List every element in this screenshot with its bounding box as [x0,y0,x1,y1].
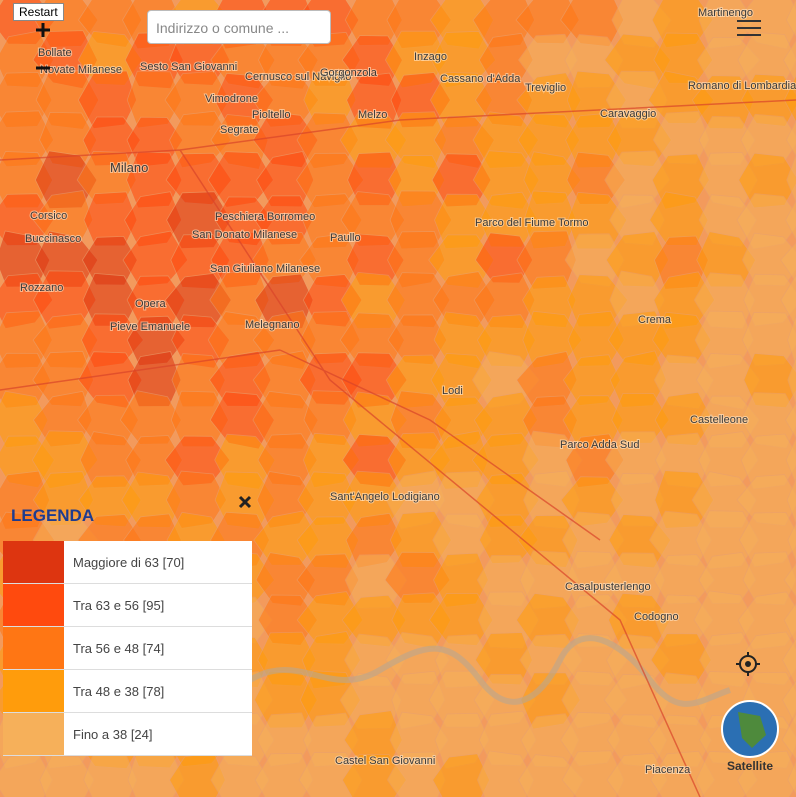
municipality [784,402,796,439]
municipality [386,751,446,797]
legend-label: Maggiore di 63 [70] [73,554,185,570]
zoom-in[interactable] [36,23,50,37]
place-label: Paullo [330,232,361,244]
municipality [786,153,796,204]
municipality [341,753,407,797]
municipality [781,713,796,760]
legend-item: Tra 48 e 38 [78] [3,670,252,713]
legend-swatch [3,627,64,669]
legend-item: Maggiore di 63 [70] [3,541,252,584]
legend-swatch [3,541,64,583]
search-input[interactable]: Indirizzo o comune ... [147,10,331,44]
place-label: Martinengo [698,7,753,19]
municipality [785,120,796,157]
municipality [737,750,796,797]
municipality [606,752,668,797]
legend-item: Tra 63 e 56 [95] [3,584,252,627]
legend-label: Tra 48 e 38 [78] [73,683,165,699]
place-label: Segrate [220,124,259,136]
legend-label: Fino a 38 [24] [73,726,153,742]
place-label: Buccinasco [25,233,81,245]
place-label: Novate Milanese [40,64,122,76]
legend-swatch [3,670,64,712]
place-label: Corsico [30,210,67,222]
municipality [786,477,796,525]
place-label: Pieve Emanuele [110,321,190,333]
place-label: Parco Adda Sud [560,439,640,451]
place-label: Rozzano [20,282,63,294]
place-label: Castel San Giovanni [335,755,435,767]
place-label: Bollate [38,47,72,59]
place-label: Casalpusterlengo [565,581,651,593]
legend-swatch [3,584,64,626]
municipality [787,759,796,796]
place-label: Inzago [414,51,447,63]
place-label: Cernusco sul Naviglio [245,71,351,83]
restart-button[interactable]: Restart [13,3,64,21]
municipality [476,750,535,797]
place-label: Codogno [634,611,679,623]
place-label: Melzo [358,109,387,121]
place-label: Vimodrone [205,93,258,105]
place-label: Lodi [442,385,463,397]
place-label: Parco del Fiume Tormo [475,217,589,229]
place-label: Castelleone [690,414,748,426]
roads [0,99,796,797]
municipality [785,437,796,485]
satellite-label[interactable]: Satellite [726,759,774,773]
municipality [561,750,625,797]
place-label: Opera [135,298,166,310]
municipality [783,602,796,646]
municipality [782,680,796,727]
place-label: Piacenza [645,764,691,776]
legend-label: Tra 63 e 56 [95] [73,597,165,613]
municipality [210,752,270,797]
place-label: Sant'Angelo Lodigiano [330,491,440,503]
place-label: Sesto San Giovanni [140,61,237,73]
place-label: Gorgonzola [320,67,378,79]
municipality [780,274,796,328]
municipality [780,242,796,284]
menu-icon[interactable] [737,20,761,36]
municipality [787,522,796,563]
place-label: Peschiera Borromeo [215,211,315,223]
municipality [785,200,796,241]
place-label: San Giuliano Milanese [210,263,320,275]
municipality [787,314,796,368]
municipality [39,755,95,797]
legend-label: Tra 56 e 48 [74] [73,640,165,656]
legend: Maggiore di 63 [70] Tra 63 e 56 [95] Tra 5… [3,541,252,756]
place-label: Romano di Lombardia [688,80,796,92]
municipality [787,356,796,406]
place-label: Milano [110,160,148,175]
municipality [783,562,796,598]
municipality [254,752,314,797]
legend-item: Fino a 38 [24] [3,713,252,756]
municipality [782,637,796,687]
place-label: Pioltello [252,109,291,121]
place-label: San Donato Milanese [192,229,297,241]
legend-item: Tra 56 e 48 [74] [3,627,252,670]
municipality [782,39,796,84]
place-label: Crema [638,314,672,326]
zoom-controls[interactable] [36,23,50,70]
municipality [785,0,796,38]
municipality [432,753,491,797]
marker [238,495,252,509]
place-label: Melegnano [245,319,299,331]
satellite-button[interactable] [721,700,779,758]
place-label: Cassano d'Adda [440,73,521,85]
place-label: Caravaggio [600,108,656,120]
river [248,635,731,707]
locate-icon[interactable] [736,652,760,676]
place-label: Treviglio [525,82,566,94]
legend-swatch [3,713,64,755]
legend-title: LEGENDA [11,506,95,525]
